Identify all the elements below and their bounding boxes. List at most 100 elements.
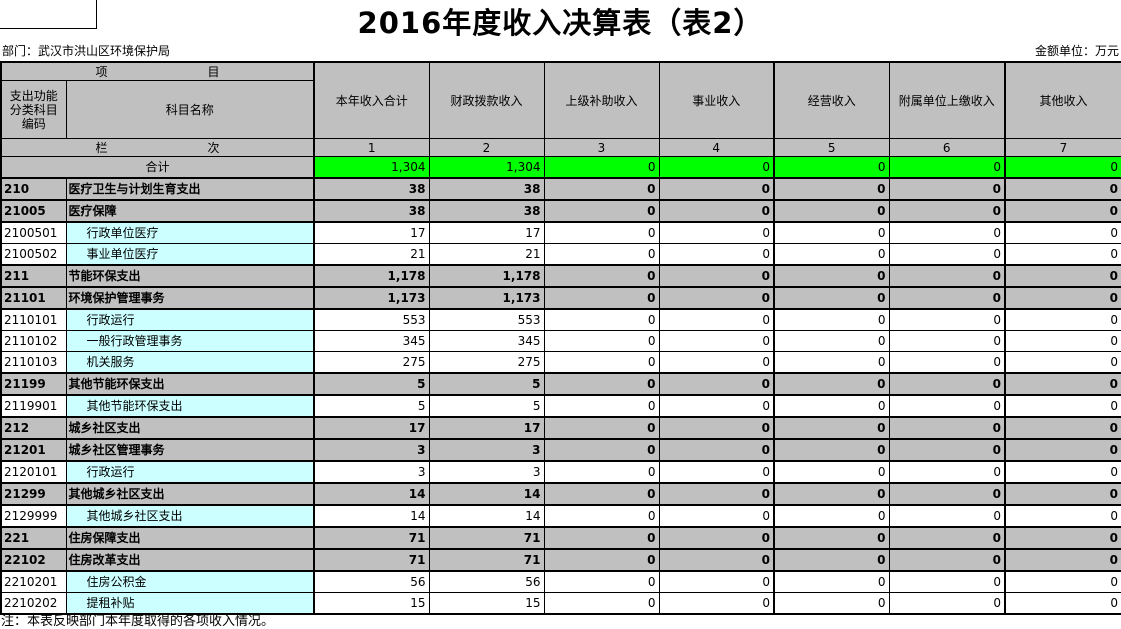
footnote: 注：本表反映部门本年度取得的各项收入情况。 — [1, 614, 275, 629]
rank-header-cell: 栏 次 — [0, 138, 315, 157]
col-header-subordinate-remittance: 附属单位上缴收入 — [888, 61, 1006, 139]
value-cell: 0 — [1004, 438, 1121, 462]
value-cell: 0 — [888, 330, 1006, 352]
value-cell: 0 — [658, 264, 775, 288]
code-cell: 2119901 — [0, 394, 67, 418]
value-cell: 0 — [658, 177, 775, 201]
value-cell: 0 — [773, 330, 890, 352]
col-header-fiscal-appropriation: 财政拨款收入 — [428, 61, 545, 139]
value-cell: 0 — [1004, 460, 1121, 484]
value-cell: 0 — [1004, 482, 1121, 506]
value-cell: 0 — [773, 199, 890, 223]
value-cell: 0 — [1004, 243, 1121, 266]
value-cell: 0 — [773, 177, 890, 201]
total-row: 合计 1,304 1,304 0 0 0 0 0 — [0, 156, 1121, 179]
value-cell: 0 — [888, 482, 1006, 506]
table-row: 2110102 一般行政管理事务 345 345 0 0 0 0 0 — [0, 330, 1121, 352]
value-cell: 0 — [658, 526, 775, 550]
value-cell: 0 — [658, 372, 775, 396]
name-cell: 环境保护管理事务 — [65, 286, 315, 310]
value-cell: 71 — [313, 548, 430, 572]
col-header-function-code: 支出功能分类科目编码 — [0, 80, 67, 139]
code-cell: 21005 — [0, 199, 67, 223]
value-cell: 0 — [1004, 372, 1121, 396]
value-cell: 1,304 — [313, 156, 430, 179]
project-label-left: 项 — [95, 65, 108, 79]
value-cell: 0 — [773, 156, 890, 179]
value-cell: 0 — [773, 460, 890, 484]
value-cell: 0 — [1004, 504, 1121, 528]
value-cell: 0 — [1004, 199, 1121, 223]
value-cell: 14 — [428, 482, 545, 506]
amount-unit-label: 金额单位：万元 — [1034, 44, 1119, 58]
code-cell: 221 — [0, 526, 67, 550]
value-cell: 56 — [428, 570, 545, 593]
table-row: 210 医疗卫生与计划生育支出 38 38 0 0 0 0 0 — [0, 177, 1121, 201]
name-cell: 行政运行 — [65, 460, 315, 484]
name-cell: 城乡社区支出 — [65, 416, 315, 440]
value-cell: 0 — [543, 330, 660, 352]
value-cell: 0 — [543, 416, 660, 440]
table-row: 2119901 其他节能环保支出 5 5 0 0 0 0 0 — [0, 394, 1121, 418]
value-cell: 0 — [543, 526, 660, 550]
table-row: 2120101 行政运行 3 3 0 0 0 0 0 — [0, 460, 1121, 484]
name-cell: 其他城乡社区支出 — [65, 482, 315, 506]
name-cell: 一般行政管理事务 — [65, 330, 315, 352]
value-cell: 71 — [313, 526, 430, 550]
table-row: 21199 其他节能环保支出 5 5 0 0 0 0 0 — [0, 372, 1121, 396]
department-label: 部门：武汉市洪山区环境保护局 — [2, 44, 171, 58]
name-cell: 住房保障支出 — [65, 526, 315, 550]
value-cell: 0 — [773, 438, 890, 462]
value-cell: 5 — [313, 372, 430, 396]
value-cell: 3 — [313, 438, 430, 462]
value-cell: 17 — [313, 221, 430, 244]
code-cell: 2110102 — [0, 330, 67, 352]
value-cell: 0 — [888, 504, 1006, 528]
name-cell: 住房公积金 — [65, 570, 315, 593]
value-cell: 0 — [1004, 264, 1121, 288]
table-row: 2100502 事业单位医疗 21 21 0 0 0 0 0 — [0, 243, 1121, 266]
value-cell: 0 — [543, 570, 660, 593]
value-cell: 3 — [313, 460, 430, 484]
value-cell: 0 — [773, 221, 890, 244]
value-cell: 0 — [773, 351, 890, 374]
name-cell: 行政单位医疗 — [65, 221, 315, 244]
code-cell: 2110101 — [0, 308, 67, 331]
value-cell: 56 — [313, 570, 430, 593]
name-cell: 其他节能环保支出 — [65, 394, 315, 418]
value-cell: 0 — [543, 438, 660, 462]
value-cell: 0 — [543, 286, 660, 310]
value-cell: 3 — [428, 438, 545, 462]
value-cell: 0 — [658, 156, 775, 179]
table-row: 2110101 行政运行 553 553 0 0 0 0 0 — [0, 308, 1121, 331]
value-cell: 0 — [543, 308, 660, 331]
value-cell: 17 — [313, 416, 430, 440]
value-cell: 0 — [658, 460, 775, 484]
code-cell: 21199 — [0, 372, 67, 396]
column-number-3: 3 — [543, 138, 660, 157]
value-cell: 0 — [543, 243, 660, 266]
value-cell: 0 — [543, 504, 660, 528]
value-cell: 0 — [1004, 221, 1121, 244]
value-cell: 0 — [658, 504, 775, 528]
top-left-grid-artifact — [0, 0, 97, 29]
value-cell: 3 — [428, 460, 545, 484]
table-body: 合计 1,304 1,304 0 0 0 0 0 210 医疗卫生与计划生育支出 38 38 0 0 0 0 0… — [0, 156, 1121, 615]
value-cell: 0 — [888, 438, 1006, 462]
value-cell: 71 — [428, 548, 545, 572]
value-cell: 0 — [888, 177, 1006, 201]
value-cell: 0 — [1004, 308, 1121, 331]
value-cell: 0 — [658, 351, 775, 374]
value-cell: 0 — [773, 570, 890, 593]
value-cell: 0 — [888, 156, 1006, 179]
table-row: 21201 城乡社区管理事务 3 3 0 0 0 0 0 — [0, 438, 1121, 462]
value-cell: 0 — [773, 416, 890, 440]
name-cell: 其他城乡社区支出 — [65, 504, 315, 528]
code-cell: 2129999 — [0, 504, 67, 528]
code-cell: 210 — [0, 177, 67, 201]
page-title: 2016年度收入决算表（表2） — [357, 6, 764, 40]
value-cell: 0 — [888, 308, 1006, 331]
name-cell: 节能环保支出 — [65, 264, 315, 288]
value-cell: 0 — [1004, 177, 1121, 201]
code-cell: 2120101 — [0, 460, 67, 484]
